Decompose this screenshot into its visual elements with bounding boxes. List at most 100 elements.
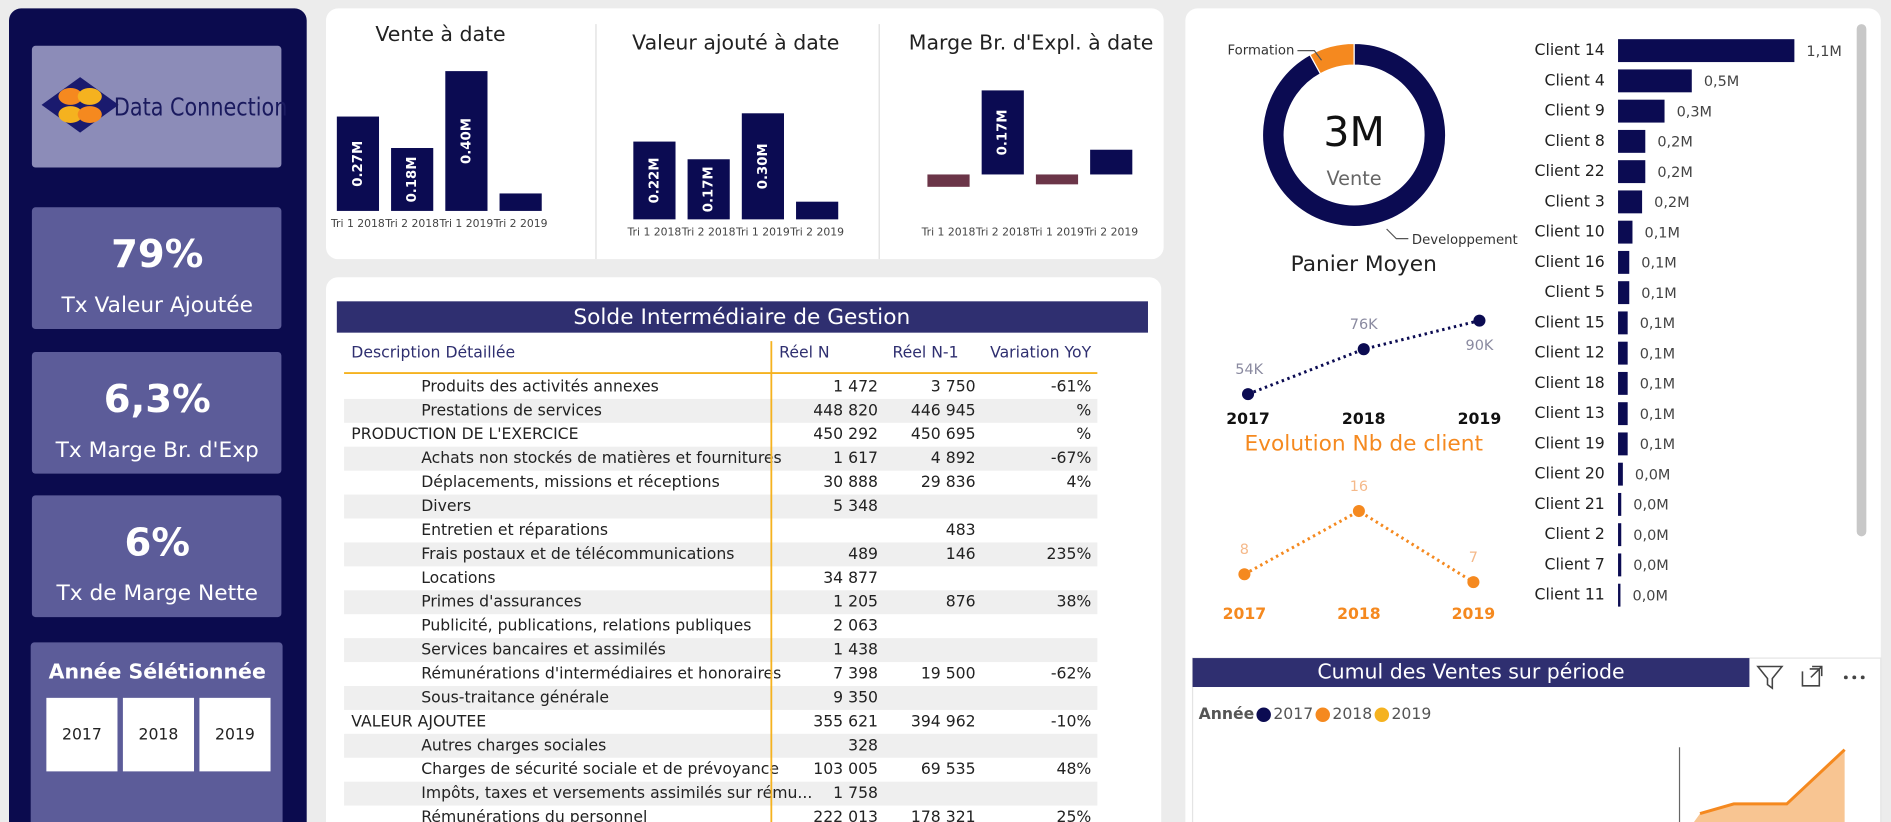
bar-value-label: 0,5M bbox=[1704, 74, 1739, 90]
row-label: Entretien et réparations bbox=[421, 520, 608, 539]
cell: 355 621 bbox=[813, 711, 878, 730]
year-button[interactable] bbox=[122, 697, 195, 772]
row-shade bbox=[344, 638, 1098, 663]
x-tick-label: 2017 bbox=[1223, 604, 1267, 623]
cell: 38% bbox=[1057, 592, 1092, 611]
x-tick-label: Tri 1 2018 bbox=[627, 226, 682, 239]
bar-value-label: 0,2M bbox=[1657, 165, 1692, 181]
bar-value-label: 0,2M bbox=[1657, 135, 1692, 151]
kpi-card bbox=[31, 351, 282, 474]
area-line bbox=[1699, 748, 1846, 816]
line-point bbox=[1473, 314, 1486, 327]
kpi-value: 79% bbox=[111, 232, 203, 277]
bar bbox=[741, 113, 784, 220]
chart-title: Vente à date bbox=[375, 22, 505, 46]
year-filter-title: Année Sélétionnée bbox=[49, 660, 266, 684]
row-label: Rémunérations d'intermédiaires et honora… bbox=[421, 663, 781, 682]
bar bbox=[499, 193, 542, 211]
bar-value-label: 0,0M bbox=[1633, 498, 1668, 514]
bar-value-label: 0,1M bbox=[1640, 316, 1675, 332]
bar bbox=[1035, 174, 1079, 185]
cell: 4 892 bbox=[931, 448, 976, 467]
bar bbox=[1618, 402, 1628, 426]
cell: 222 013 bbox=[813, 807, 878, 822]
donut-center-value: 3M bbox=[1323, 108, 1384, 156]
bar-value-label: 0,3M bbox=[1677, 104, 1712, 120]
x-tick-label: Tri 2 2019 bbox=[789, 226, 844, 239]
row-label: Divers bbox=[421, 496, 471, 515]
year-button[interactable] bbox=[199, 697, 271, 772]
row-label: Autres charges sociales bbox=[421, 735, 606, 754]
y-tick-label: Client 2 bbox=[1545, 524, 1605, 543]
donut-label: Formation bbox=[1228, 44, 1295, 59]
expand-icon[interactable] bbox=[1801, 665, 1823, 687]
y-tick-label: Client 15 bbox=[1535, 312, 1605, 331]
line bbox=[1243, 509, 1475, 584]
bar bbox=[1618, 341, 1628, 365]
cell: 446 945 bbox=[911, 400, 976, 419]
x-tick-label: Tri 2 2018 bbox=[384, 217, 439, 230]
bar bbox=[1618, 99, 1665, 123]
x-tick-label: Tri 2 2018 bbox=[681, 226, 736, 239]
cell: 3 750 bbox=[931, 376, 976, 395]
cell: 103 005 bbox=[813, 759, 878, 778]
legend-title: Année bbox=[1199, 704, 1255, 723]
more-icon[interactable] bbox=[1860, 675, 1865, 680]
cell: 1 472 bbox=[833, 376, 878, 395]
bar-value-label: 0,1M bbox=[1645, 225, 1680, 241]
x-tick-label: 2019 bbox=[1452, 604, 1496, 623]
cell: 178 321 bbox=[911, 807, 976, 822]
bar bbox=[1618, 190, 1643, 214]
cell: 450 292 bbox=[813, 424, 878, 443]
year-button[interactable] bbox=[46, 697, 118, 772]
logo-box bbox=[31, 45, 282, 168]
x-tick-label: Tri 2 2019 bbox=[493, 217, 548, 230]
bar bbox=[1618, 432, 1628, 456]
leader-line bbox=[1297, 50, 1323, 61]
row-label: Produits des activités annexes bbox=[421, 376, 659, 395]
cell: 1 617 bbox=[833, 448, 878, 467]
row-shade bbox=[344, 542, 1098, 567]
point-label: 7 bbox=[1469, 550, 1478, 566]
chart-title: Panier Moyen bbox=[1291, 252, 1437, 277]
x-tick-label: Tri 1 2019 bbox=[735, 226, 790, 239]
legend-label: 2017 bbox=[1273, 704, 1313, 723]
y-tick-label: Client 3 bbox=[1545, 191, 1605, 210]
filter-icon[interactable] bbox=[1756, 665, 1784, 690]
cell: 48% bbox=[1057, 759, 1092, 778]
y-tick-label: Client 22 bbox=[1535, 161, 1605, 180]
line-point bbox=[1467, 576, 1480, 589]
y-tick-label: Client 4 bbox=[1545, 70, 1605, 89]
scrollbar[interactable] bbox=[1856, 24, 1867, 537]
point-label: 16 bbox=[1350, 479, 1368, 495]
row-label: Locations bbox=[421, 568, 495, 587]
line-point bbox=[1241, 388, 1255, 401]
cell: % bbox=[1076, 424, 1091, 443]
bar bbox=[336, 116, 380, 211]
cell: 5 348 bbox=[833, 496, 878, 515]
bar-value-label: 0,0M bbox=[1635, 467, 1670, 483]
more-icon[interactable] bbox=[1843, 675, 1848, 680]
kpi-value: 6% bbox=[125, 520, 190, 565]
bar bbox=[1618, 220, 1633, 244]
bar-value-label: 0,1M bbox=[1640, 437, 1675, 453]
table-title-bar bbox=[336, 301, 1148, 333]
more-icon[interactable] bbox=[1852, 675, 1857, 680]
cell: -61% bbox=[1051, 376, 1092, 395]
cell: 25% bbox=[1057, 807, 1092, 822]
bar-value-label: 0.17M bbox=[996, 109, 1011, 155]
row-label: PRODUCTION DE L'EXERCICE bbox=[351, 424, 578, 443]
row-label: Sous-traitance générale bbox=[421, 687, 609, 706]
cell: 7 398 bbox=[833, 663, 878, 682]
year-button-label: 2017 bbox=[62, 725, 102, 744]
row-shade bbox=[344, 781, 1098, 806]
legend-swatch bbox=[1374, 707, 1390, 722]
bar-value-label: 0,1M bbox=[1640, 377, 1675, 393]
column-header: Description Détaillée bbox=[351, 343, 515, 362]
y-tick-label: Client 20 bbox=[1535, 464, 1605, 483]
bar bbox=[1618, 583, 1621, 607]
bar bbox=[1618, 523, 1622, 547]
line-point bbox=[1352, 505, 1365, 518]
bar bbox=[1618, 129, 1646, 153]
